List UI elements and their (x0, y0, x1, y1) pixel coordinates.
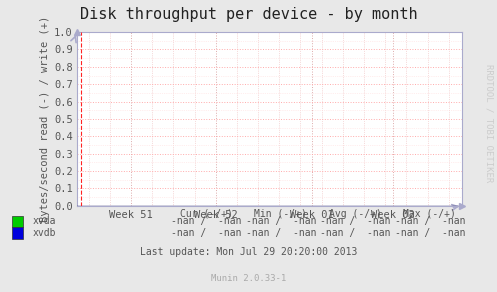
Text: -nan /  -nan: -nan / -nan (320, 228, 391, 238)
Y-axis label: Bytes/second read (-) / write (+): Bytes/second read (-) / write (+) (40, 16, 50, 222)
Text: xvda: xvda (32, 216, 56, 226)
Text: Disk throughput per device - by month: Disk throughput per device - by month (80, 7, 417, 22)
Text: -nan /  -nan: -nan / -nan (246, 216, 316, 226)
Text: RRDTOOL / TOBI OETIKER: RRDTOOL / TOBI OETIKER (485, 64, 494, 182)
Text: Cur (-/+): Cur (-/+) (180, 209, 233, 219)
Text: Munin 2.0.33-1: Munin 2.0.33-1 (211, 274, 286, 284)
Text: Max (-/+): Max (-/+) (404, 209, 456, 219)
Text: -nan /  -nan: -nan / -nan (171, 228, 242, 238)
Text: xvdb: xvdb (32, 228, 56, 238)
Text: -nan /  -nan: -nan / -nan (320, 216, 391, 226)
Text: Last update: Mon Jul 29 20:20:00 2013: Last update: Mon Jul 29 20:20:00 2013 (140, 247, 357, 257)
Text: Avg (-/+): Avg (-/+) (329, 209, 382, 219)
Text: -nan /  -nan: -nan / -nan (246, 228, 316, 238)
Text: Min (-/+): Min (-/+) (254, 209, 307, 219)
Text: -nan /  -nan: -nan / -nan (395, 216, 465, 226)
Text: -nan /  -nan: -nan / -nan (395, 228, 465, 238)
Text: -nan /  -nan: -nan / -nan (171, 216, 242, 226)
